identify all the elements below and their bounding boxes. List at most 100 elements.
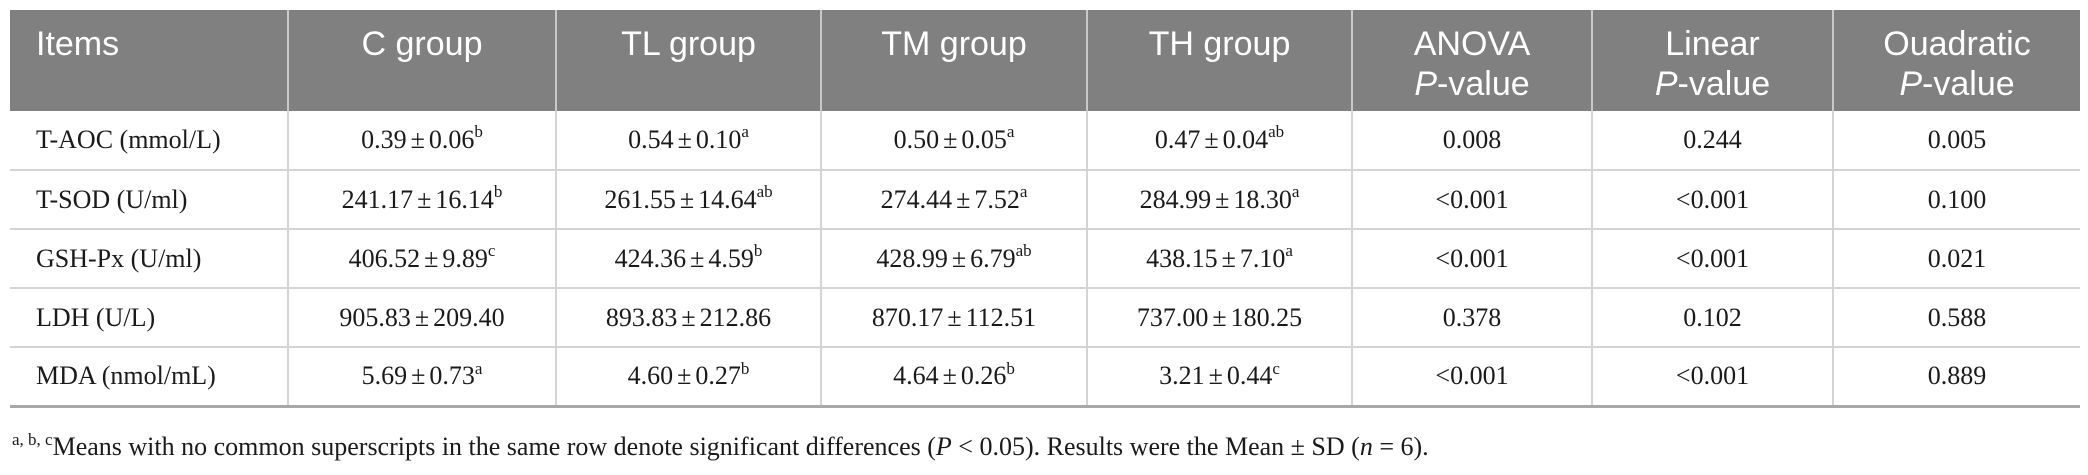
table-header: Items C group TL group TM group TH group… [10, 10, 2080, 111]
mean-value: 737.00 [1136, 302, 1209, 332]
item-cell: LDH (U/L) [10, 288, 288, 348]
footnote-n: n [1359, 432, 1373, 461]
tm-group-cell: 0.50 ±0.05a [820, 111, 1087, 171]
sd-value: 212.86 [699, 302, 772, 332]
th-group-cell: 284.99 ±18.30a [1086, 170, 1352, 230]
sd-value: 0.27 [695, 361, 741, 391]
superscript: b [474, 122, 483, 142]
superscript: b [753, 240, 763, 260]
header-tm-group: TM group [820, 10, 1087, 111]
superscript: ab [1268, 122, 1285, 142]
sd-value: 209.40 [433, 302, 505, 332]
superscript: ab [1015, 240, 1032, 260]
pm-symbol: ± [679, 184, 695, 214]
table-row: MDA (nmol/mL) 5.69 ±0.73a 4.60 ±0.27b 4.64… [10, 347, 2080, 408]
superscript: ab [756, 181, 773, 201]
tm-group-cell: 274.44 ±7.52a [820, 170, 1087, 230]
anova-p-cell: 0.008 [1351, 111, 1592, 171]
sd-value: 16.14 [435, 184, 494, 214]
pm-symbol: ± [417, 184, 432, 214]
data-table: Items C group TL group TM group TH group… [10, 10, 2080, 408]
pm-symbol: ± [681, 302, 696, 332]
pm-symbol: ± [410, 125, 425, 154]
pm-symbol: ± [956, 184, 971, 214]
mean-value: 274.44 [880, 184, 953, 214]
sd-value: 112.51 [965, 302, 1037, 332]
header-anova-p: P [1414, 65, 1438, 103]
pm-symbol: ± [424, 243, 439, 273]
tl-group-cell: 424.36 ±4.59b [555, 229, 821, 289]
table-row: GSH-Px (U/ml) 406.52 ±9.89c 424.36 ±4.59b … [10, 229, 2080, 289]
mean-value: 870.17 [871, 302, 944, 332]
mean-value: 241.17 [341, 184, 414, 214]
mean-value: 406.52 [348, 243, 421, 273]
sd-value: 180.25 [1230, 302, 1303, 332]
footnote-text-1: Means with no common superscripts in the… [52, 432, 936, 461]
quadratic-p-cell: 0.100 [1832, 170, 2080, 230]
quadratic-p-cell: 0.005 [1832, 111, 2080, 171]
mean-value: 0.39 [361, 125, 407, 154]
mean-value: 261.55 [604, 184, 676, 214]
sd-value: 14.64 [698, 184, 757, 214]
footnote-p: P [935, 432, 952, 461]
anova-p-cell: <0.001 [1351, 170, 1592, 230]
c-group-cell: 905.83 ±209.40 [287, 288, 556, 348]
header-linear-title: Linear [1665, 25, 1760, 63]
anova-p-cell: 0.378 [1351, 288, 1592, 348]
superscript: a [1019, 181, 1028, 201]
item-cell: GSH-Px (U/ml) [10, 229, 288, 289]
pm-symbol: ± [414, 302, 430, 332]
header-tl-group: TL group [555, 10, 821, 111]
header-row: Items C group TL group TM group TH group… [10, 10, 2080, 111]
superscript: b [493, 181, 503, 201]
footnote-text-2: < 0.05). Results were the Mean ± SD ( [951, 432, 1360, 461]
sd-value: 0.06 [428, 125, 475, 154]
tl-group-cell: 893.83 ±212.86 [555, 288, 821, 348]
pm-symbol: ± [411, 361, 426, 391]
quadratic-p-cell: 0.021 [1832, 229, 2080, 289]
pm-symbol: ± [943, 125, 958, 154]
sd-value: 7.52 [974, 184, 1020, 214]
sd-value: 6.79 [970, 243, 1016, 273]
quadratic-p-cell: 0.588 [1832, 288, 2080, 348]
header-linear-suffix: -value [1677, 65, 1771, 103]
c-group-cell: 0.39 ±0.06b [287, 111, 556, 171]
pm-symbol: ± [690, 243, 705, 273]
mean-value: 0.47 [1154, 125, 1201, 154]
th-group-cell: 0.47 ±0.04ab [1086, 111, 1352, 171]
table-footnote: a, b, cMeans with no common superscripts… [12, 431, 1429, 462]
sd-value: 18.30 [1233, 184, 1292, 214]
header-anova-suffix: -value [1437, 65, 1530, 103]
mean-value: 428.99 [876, 243, 948, 273]
pm-symbol: ± [951, 243, 967, 273]
header-linear: Linear P-value [1591, 10, 1833, 111]
table-row: T-AOC (mmol/L) 0.39 ±0.06b 0.54 ±0.10a 0.5… [10, 111, 2080, 171]
sd-value: 0.73 [429, 361, 475, 391]
linear-p-cell: 0.244 [1591, 111, 1833, 171]
tm-group-cell: 4.64 ±0.26b [820, 347, 1087, 408]
quadratic-p-cell: 0.889 [1832, 347, 2080, 408]
item-cell: T-AOC (mmol/L) [10, 111, 288, 171]
superscript: c [1272, 358, 1280, 378]
tl-group-cell: 4.60 ±0.27b [555, 347, 821, 408]
header-items: Items [36, 25, 120, 63]
mean-value: 5.69 [361, 361, 408, 391]
table-body: T-AOC (mmol/L) 0.39 ±0.06b 0.54 ±0.10a 0.5… [10, 111, 2080, 408]
pm-symbol: ± [1221, 243, 1236, 273]
superscript: b [740, 358, 750, 378]
pm-symbol: ± [1215, 184, 1230, 214]
linear-p-cell: 0.102 [1591, 288, 1833, 348]
header-anova-title: ANOVA [1413, 25, 1531, 63]
mean-value: 424.36 [614, 243, 687, 273]
header-quadratic-p: P [1899, 65, 1923, 103]
sd-value: 0.10 [695, 125, 742, 154]
header-th-group: TH group [1086, 10, 1352, 111]
pm-symbol: ± [1212, 302, 1227, 332]
superscript: a [741, 122, 749, 142]
superscript: a [1006, 122, 1015, 142]
c-group-cell: 5.69 ±0.73a [287, 347, 556, 408]
mean-value: 893.83 [605, 302, 678, 332]
c-group-cell: 241.17 ±16.14b [287, 170, 556, 230]
linear-p-cell: <0.001 [1591, 170, 1833, 230]
sd-value: 7.10 [1239, 243, 1286, 273]
